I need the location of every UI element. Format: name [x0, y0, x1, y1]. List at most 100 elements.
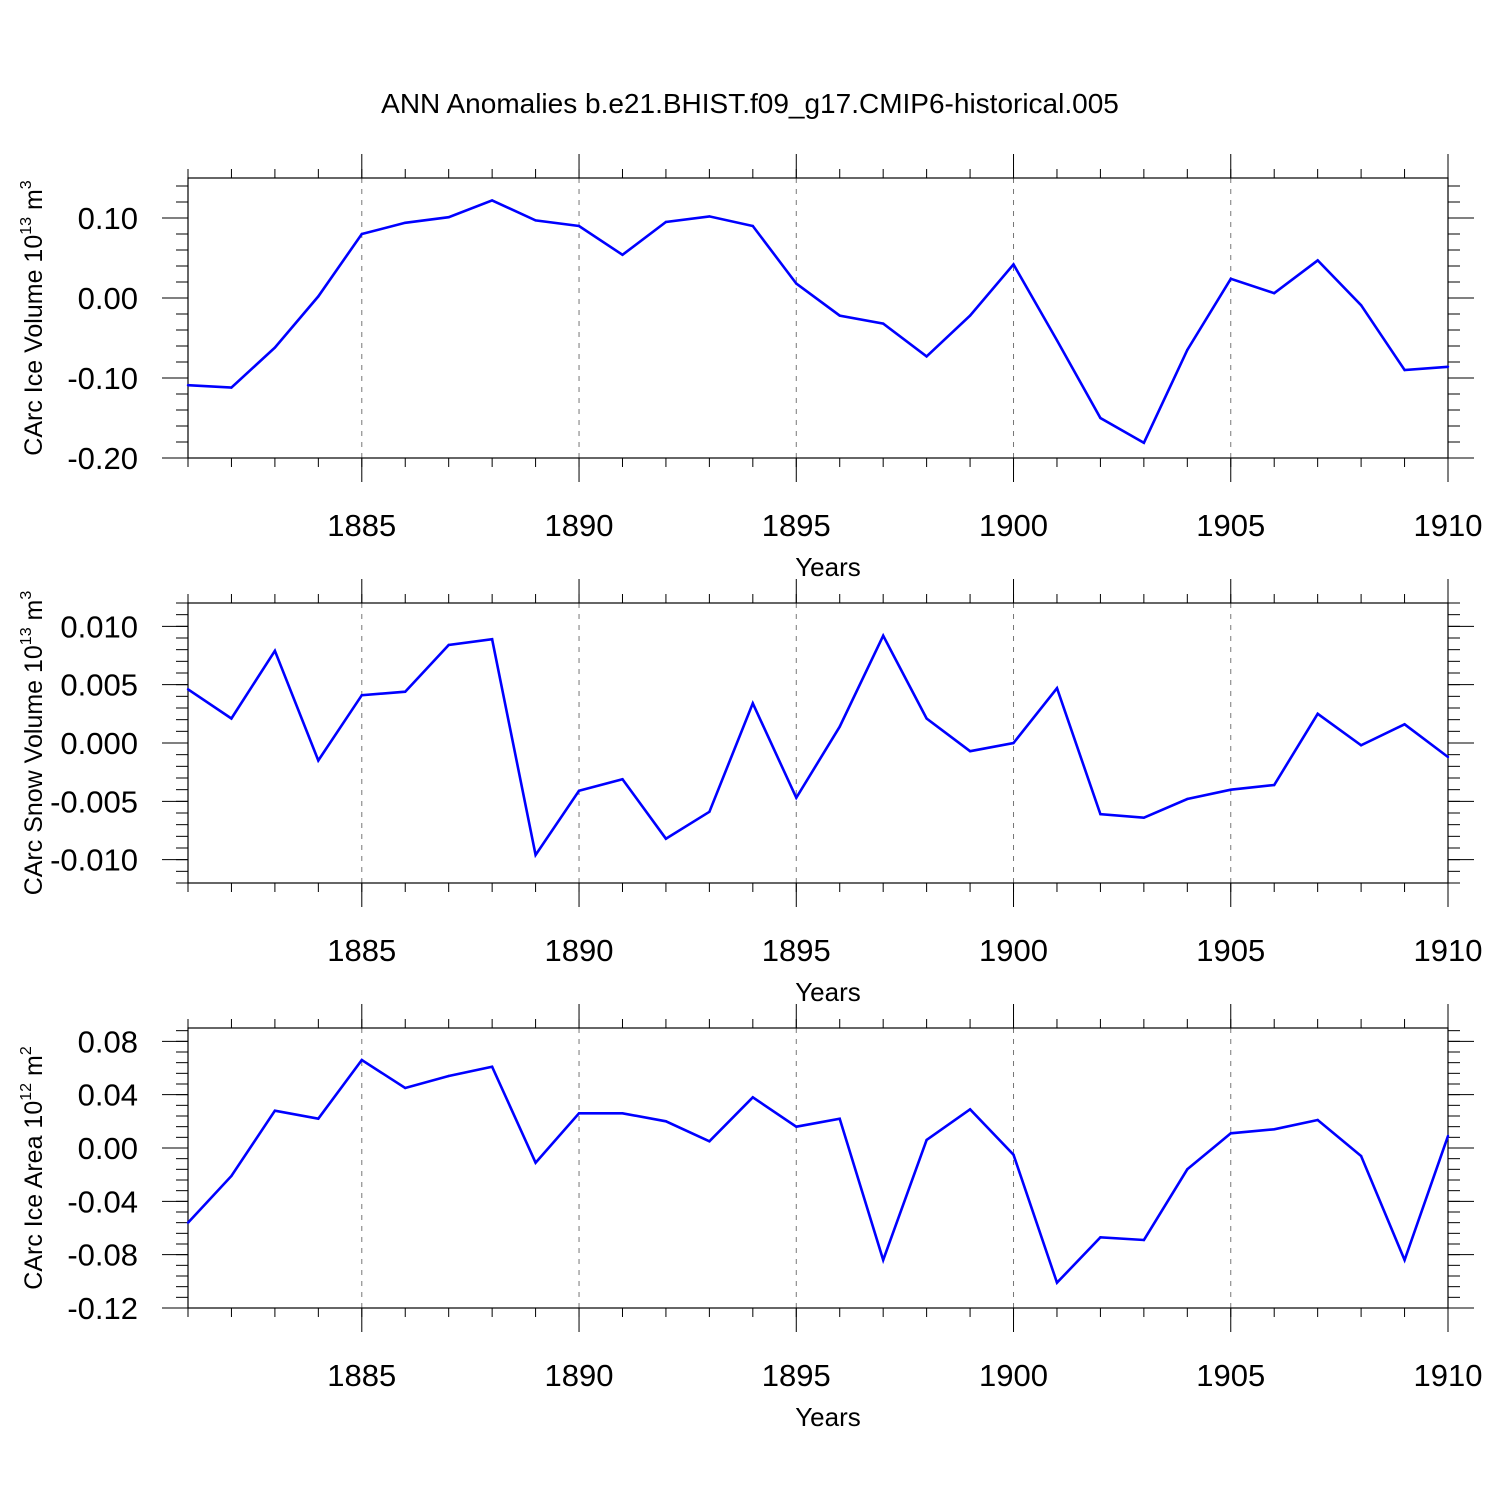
data-point: [795, 796, 798, 800]
y-axis-title-exponent: 13: [18, 627, 35, 645]
data-point: [447, 1074, 450, 1078]
data-point: [1446, 365, 1450, 368]
y-tick-label: 0.00: [78, 281, 138, 316]
data-point: [1273, 783, 1276, 787]
x-tick-label: 1905: [1196, 1358, 1265, 1393]
y-tick-label: 0.010: [60, 609, 138, 644]
data-point: [751, 702, 755, 705]
data-point: [664, 220, 668, 224]
x-axis-title: Years: [795, 552, 861, 582]
data-point: [1012, 263, 1015, 266]
x-tick-label: 1905: [1196, 508, 1265, 543]
data-point: [968, 1108, 972, 1111]
data-point: [1359, 744, 1363, 747]
data-point: [360, 1058, 363, 1062]
data-point: [1316, 712, 1319, 716]
data-point: [1229, 788, 1232, 791]
y-axis-title-unit-exponent: 3: [18, 591, 35, 600]
data-point: [1099, 812, 1102, 816]
x-tick-label: 1900: [979, 508, 1048, 543]
x-tick-label: 1890: [545, 933, 614, 968]
data-point: [230, 386, 233, 389]
data-point: [708, 1140, 711, 1143]
data-point: [1142, 816, 1146, 819]
y-axis-title-unit-exponent: 3: [18, 180, 35, 189]
y-tick-label: -0.20: [67, 441, 138, 476]
data-point: [751, 1096, 755, 1099]
y-axis-title-unit: m: [20, 189, 48, 217]
data-point: [838, 314, 841, 317]
data-point: [881, 322, 885, 325]
plot-frame: [187, 602, 1449, 884]
y-tick-label: -0.010: [50, 843, 138, 878]
x-tick-label: 1910: [1414, 933, 1483, 968]
data-point: [404, 221, 407, 224]
data-point: [577, 789, 581, 793]
data-point: [881, 1258, 885, 1262]
data-point: [1012, 1153, 1015, 1156]
y-axis-title-main: CArc Snow Volume 10: [20, 645, 48, 895]
data-point: [925, 355, 928, 358]
data-point: [1229, 1132, 1232, 1135]
data-point: [490, 1065, 494, 1068]
x-tick-label: 1900: [979, 933, 1048, 968]
data-point: [1012, 741, 1015, 745]
data-point: [230, 717, 233, 720]
data-point: [1099, 416, 1102, 420]
data-point: [621, 777, 624, 781]
data-point: [317, 1117, 320, 1120]
y-axis-title: CArc Ice Volume 1013 m3: [18, 180, 48, 456]
y-tick-label: 0.04: [78, 1078, 138, 1113]
data-point: [1142, 441, 1146, 444]
data-point: [404, 1086, 407, 1090]
data-point: [186, 384, 190, 387]
data-point: [968, 314, 972, 317]
x-axis-title: Years: [795, 977, 861, 1007]
data-point: [534, 219, 537, 222]
data-point: [1273, 1128, 1276, 1131]
data-point: [1403, 723, 1406, 726]
x-tick-label: 1885: [327, 1358, 396, 1393]
x-axis-title: Years: [795, 1402, 861, 1432]
data-point: [273, 346, 277, 349]
data-point: [1316, 259, 1319, 262]
data-point: [534, 853, 537, 857]
data-point: [1099, 1236, 1102, 1239]
data-point: [1359, 1154, 1363, 1158]
data-point: [621, 253, 624, 256]
series-line: [187, 198, 1449, 445]
data-point: [1229, 277, 1232, 280]
y-tick-label: -0.08: [67, 1238, 138, 1273]
y-tick-label: 0.08: [78, 1024, 138, 1059]
data-point: [360, 693, 363, 697]
data-point: [404, 690, 407, 693]
data-point: [925, 717, 928, 720]
series-line: [187, 632, 1449, 859]
y-axis-title-unit: m: [20, 1055, 48, 1083]
data-point: [317, 759, 320, 762]
y-tick-label: -0.10: [67, 361, 138, 396]
y-tick-label: -0.12: [67, 1291, 138, 1326]
data-point: [708, 215, 711, 218]
data-point: [664, 837, 668, 840]
data-point: [490, 199, 494, 202]
x-tick-label: 1890: [545, 508, 614, 543]
data-point: [751, 224, 755, 228]
y-axis-title-exponent: 12: [18, 1083, 35, 1101]
data-point: [1316, 1118, 1319, 1122]
y-tick-label: 0.000: [60, 726, 138, 761]
data-point: [925, 1138, 928, 1142]
y-tick-label: 0.10: [78, 201, 138, 236]
data-point: [1273, 292, 1276, 295]
x-tick-label: 1895: [762, 1358, 831, 1393]
x-tick-label: 1910: [1414, 508, 1483, 543]
data-point: [1186, 348, 1189, 352]
x-tick-label: 1900: [979, 1358, 1048, 1393]
data-point: [795, 1125, 798, 1128]
series-line: [187, 1058, 1450, 1286]
data-point: [447, 643, 450, 647]
data-point: [1055, 1281, 1059, 1284]
y-tick-label: 0.005: [60, 668, 138, 703]
y-tick-label: -0.005: [50, 784, 138, 819]
data-point: [186, 688, 190, 691]
